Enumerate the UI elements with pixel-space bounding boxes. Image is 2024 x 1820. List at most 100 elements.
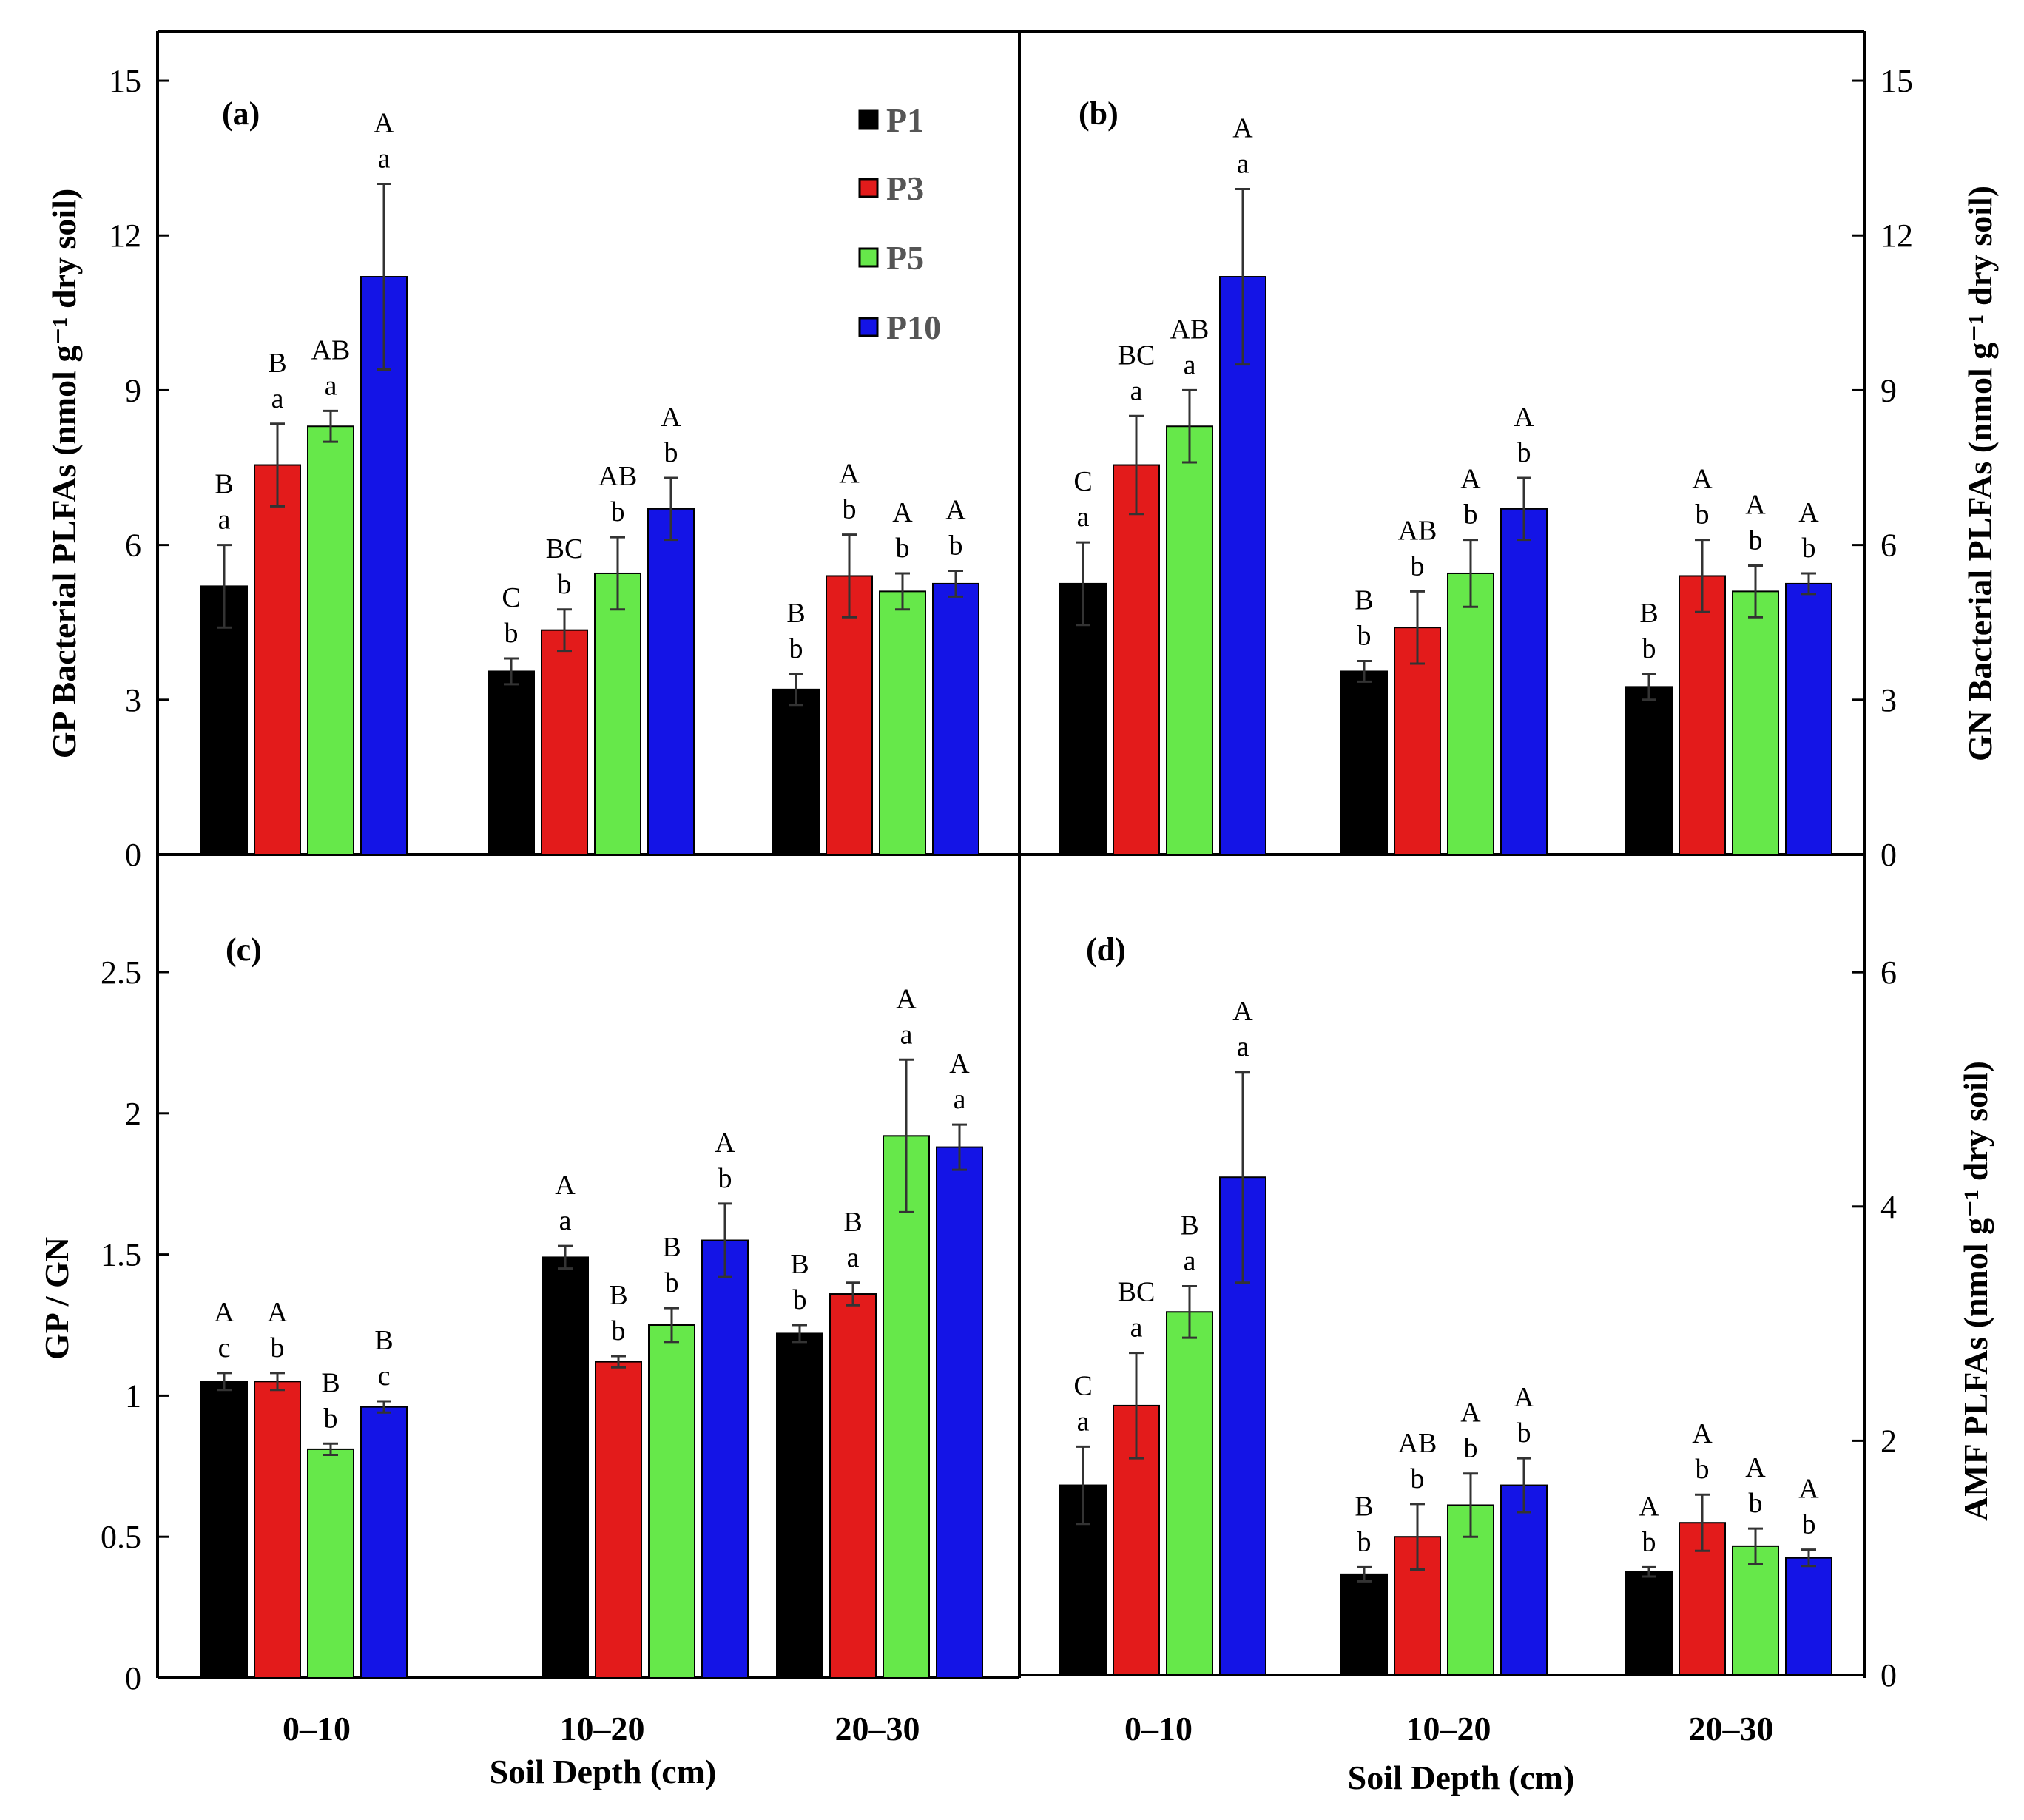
sig-letter-lower-b-p3-0: a bbox=[1130, 375, 1143, 406]
x-category-c-2: 20–30 bbox=[835, 1710, 920, 1747]
sig-letter-upper-c-p1-1: A bbox=[555, 1170, 576, 1201]
sig-letter-lower-b-p1-1: b bbox=[1357, 621, 1372, 652]
sig-letter-upper-d-p10-1: A bbox=[1514, 1382, 1534, 1413]
sig-letter-lower-d-p1-0: a bbox=[1077, 1406, 1090, 1437]
bar-a-p5-1 bbox=[594, 572, 641, 855]
bar-b-p3-1 bbox=[1394, 627, 1441, 855]
sig-letter-lower-a-p3-1: b bbox=[558, 569, 572, 600]
sig-letter-upper-a-p3-2: A bbox=[839, 459, 860, 490]
sig-letter-lower-d-p10-2: b bbox=[1802, 1509, 1816, 1540]
bar-d-p10-2 bbox=[1785, 1557, 1832, 1676]
y-tick-label-b-1: 3 bbox=[1880, 682, 1897, 718]
bar-b-p10-2 bbox=[1785, 582, 1832, 855]
y-axis-title-c: GP / GN bbox=[38, 1237, 75, 1360]
bar-a-p3-1 bbox=[541, 629, 588, 855]
y-tick-label-a-4: 12 bbox=[109, 218, 141, 254]
sig-letter-upper-a-p5-1: AB bbox=[598, 461, 638, 492]
y-tick-label-a-3: 9 bbox=[125, 372, 141, 408]
sig-letter-lower-b-p5-0: a bbox=[1184, 349, 1196, 380]
sig-letter-lower-d-p3-2: b bbox=[1696, 1454, 1710, 1485]
x-category-c-0: 0–10 bbox=[283, 1710, 351, 1747]
y-tick-label-c-5: 2.5 bbox=[101, 954, 141, 991]
legend-label-p10: P10 bbox=[886, 309, 941, 346]
sig-letter-upper-a-p5-2: A bbox=[892, 497, 913, 528]
bar-c-p5-0 bbox=[307, 1448, 354, 1679]
bar-a-p3-0 bbox=[254, 464, 301, 855]
bar-c-p3-2 bbox=[829, 1293, 877, 1679]
y-tick-label-b-5: 15 bbox=[1880, 63, 1913, 99]
x-axis-title-d: Soil Depth (cm) bbox=[1348, 1759, 1575, 1796]
panel-label-c: (c) bbox=[226, 931, 262, 968]
sig-letter-upper-b-p10-2: A bbox=[1798, 497, 1819, 528]
sig-letter-lower-d-p1-1: b bbox=[1357, 1526, 1372, 1557]
sig-letter-upper-a-p1-2: B bbox=[786, 598, 805, 629]
sig-letter-lower-b-p5-2: b bbox=[1749, 525, 1763, 556]
legend-label-p5: P5 bbox=[886, 239, 924, 277]
legend: P1 P3 P5 P10 bbox=[858, 101, 941, 346]
panel-label-d: (d) bbox=[1086, 931, 1126, 968]
sig-letter-upper-d-p10-0: A bbox=[1232, 996, 1253, 1027]
y-tick-label-a-5: 15 bbox=[109, 63, 141, 99]
sig-letter-upper-c-p1-0: A bbox=[214, 1297, 235, 1328]
sig-letter-upper-d-p3-0: BC bbox=[1118, 1277, 1156, 1308]
sig-letter-upper-b-p5-1: A bbox=[1460, 464, 1481, 495]
sig-letter-upper-d-p1-0: C bbox=[1073, 1370, 1092, 1401]
bar-c-p10-2 bbox=[936, 1146, 983, 1679]
y-tick-label-c-4: 2 bbox=[125, 1096, 141, 1132]
bar-c-p3-0 bbox=[254, 1381, 301, 1679]
sig-letter-upper-b-p5-2: A bbox=[1745, 490, 1766, 521]
y-axis-title-b: GN Bacterial PLFAs (nmol g⁻¹ dry soil) bbox=[1961, 186, 1999, 761]
sig-letter-lower-a-p5-0: a bbox=[325, 370, 337, 401]
y-tick-label-c-1: 0.5 bbox=[101, 1519, 141, 1555]
sig-letter-lower-c-p1-2: b bbox=[793, 1284, 807, 1315]
bar-c-p5-1 bbox=[648, 1324, 695, 1679]
sig-letter-upper-d-p1-2: A bbox=[1639, 1491, 1659, 1522]
sig-letter-lower-a-p3-0: a bbox=[271, 383, 284, 414]
bar-a-p5-2 bbox=[879, 590, 926, 855]
axes-layer: 0 3 6 9 12 15 0 3 6 9 12 15 0 0.5 1 1.5 2 2.5 0 2 4 6 bbox=[101, 63, 1913, 1696]
sig-letter-upper-d-p5-1: A bbox=[1460, 1398, 1481, 1429]
bar-a-p10-0 bbox=[360, 276, 408, 855]
y-tick-label-c-2: 1 bbox=[125, 1378, 141, 1414]
y-tick-label-b-3: 9 bbox=[1880, 372, 1897, 408]
bar-d-p1-1 bbox=[1340, 1573, 1388, 1676]
sig-letter-lower-b-p10-1: b bbox=[1517, 437, 1531, 468]
sig-letter-upper-d-p5-0: B bbox=[1180, 1210, 1198, 1241]
sig-letter-lower-a-p1-1: b bbox=[505, 618, 519, 649]
panel-label-b: (b) bbox=[1079, 95, 1119, 132]
sig-letter-lower-c-p3-1: b bbox=[612, 1315, 626, 1347]
bar-c-p5-2 bbox=[883, 1135, 930, 1679]
sig-letter-upper-d-p3-1: AB bbox=[1398, 1428, 1437, 1459]
sig-letter-lower-c-p10-0: c bbox=[378, 1361, 391, 1392]
y-axis-title-a: GP Bacterial PLFAs (nmol g⁻¹ dry soil) bbox=[45, 189, 83, 759]
sig-letter-lower-b-p3-2: b bbox=[1696, 499, 1710, 530]
y-tick-label-a-2: 6 bbox=[125, 528, 141, 564]
sig-letter-upper-a-p1-0: B bbox=[215, 469, 233, 500]
bar-a-p1-2 bbox=[772, 688, 820, 856]
sig-letter-lower-d-p10-1: b bbox=[1517, 1418, 1531, 1449]
legend-swatch-p5 bbox=[858, 247, 879, 268]
sig-letter-upper-a-p1-1: C bbox=[502, 582, 520, 613]
y-tick-label-b-0: 0 bbox=[1880, 837, 1897, 873]
sig-letter-upper-c-p3-2: B bbox=[843, 1207, 862, 1238]
bar-b-p5-2 bbox=[1732, 590, 1779, 855]
sig-letter-lower-b-p10-2: b bbox=[1802, 533, 1816, 564]
sig-letter-lower-d-p1-2: b bbox=[1642, 1526, 1656, 1557]
sig-letter-lower-b-p5-1: b bbox=[1464, 499, 1478, 530]
sig-letter-upper-b-p3-0: BC bbox=[1118, 340, 1156, 371]
bar-c-p3-1 bbox=[595, 1361, 642, 1679]
sig-letter-lower-b-p1-2: b bbox=[1642, 633, 1656, 664]
bar-c-p1-1 bbox=[542, 1256, 589, 1679]
legend-label-p3: P3 bbox=[886, 169, 924, 207]
bar-b-p1-0 bbox=[1059, 582, 1107, 855]
legend-swatch-p3 bbox=[858, 178, 879, 198]
y-tick-label-a-1: 3 bbox=[125, 682, 141, 718]
sig-letter-lower-a-p1-2: b bbox=[789, 633, 803, 664]
bar-d-p3-1 bbox=[1394, 1536, 1441, 1676]
sig-letter-upper-d-p1-1: B bbox=[1355, 1491, 1373, 1522]
sig-letter-lower-d-p5-0: a bbox=[1184, 1245, 1196, 1276]
bar-c-p10-0 bbox=[360, 1406, 408, 1679]
legend-label-p1: P1 bbox=[886, 101, 924, 139]
sig-letter-lower-a-p3-2: b bbox=[843, 494, 857, 525]
